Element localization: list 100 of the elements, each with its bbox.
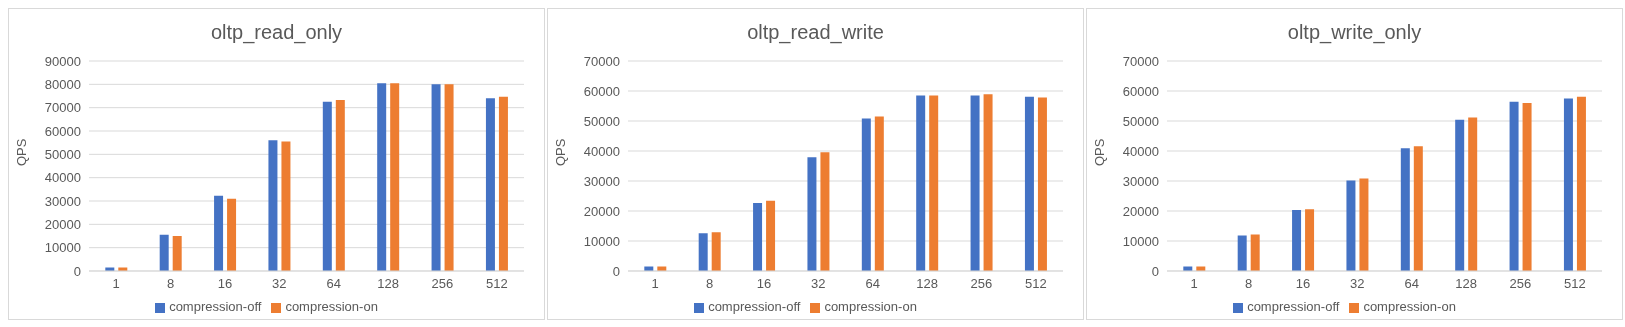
bar: [322, 101, 332, 271]
x-tick-label: 1: [651, 276, 659, 292]
bar: [970, 95, 980, 271]
x-tick-label: 256: [1509, 276, 1532, 292]
x-tick-label: 32: [1350, 276, 1365, 292]
legend-label: compression-on: [285, 299, 378, 314]
bar: [766, 200, 776, 271]
y-tick-label: 50000: [1122, 113, 1159, 129]
y-tick-label: 70000: [583, 53, 620, 69]
x-tick-label: 256: [431, 276, 454, 292]
x-tick-label: 1: [1190, 276, 1198, 292]
bar: [1509, 101, 1519, 271]
bar: [820, 152, 830, 271]
bar: [1359, 178, 1369, 271]
bar: [1455, 119, 1465, 271]
y-tick-label: 10000: [1122, 233, 1159, 249]
bar: [159, 234, 169, 271]
y-tick-label: 50000: [44, 146, 81, 162]
legend-label: compression-on: [1363, 299, 1456, 314]
y-tick-label: 50000: [583, 113, 620, 129]
y-tick-label: 0: [612, 263, 620, 279]
y-tick-label: 10000: [583, 233, 620, 249]
x-tick-label: 8: [1244, 276, 1253, 292]
y-tick-label: 20000: [44, 216, 81, 232]
bar: [214, 195, 224, 271]
bar: [444, 84, 454, 271]
legend-label: compression-on: [824, 299, 917, 314]
x-tick-label: 512: [485, 276, 508, 292]
chart-title: oltp_write_only: [1286, 20, 1423, 46]
bar: [807, 157, 817, 271]
bar: [753, 202, 763, 271]
y-tick-label: 0: [73, 263, 81, 279]
y-tick-label: 70000: [44, 100, 81, 116]
y-axis-title: QPS: [13, 138, 29, 166]
bar: [1413, 146, 1423, 271]
bar: [1346, 180, 1356, 271]
y-tick-label: 20000: [583, 203, 620, 219]
bar: [227, 198, 237, 271]
x-tick-label: 1: [112, 276, 120, 292]
y-tick-label: 60000: [44, 123, 81, 139]
bar: [431, 84, 441, 271]
x-tick-label: 16: [217, 276, 233, 292]
x-tick-label: 128: [1455, 276, 1477, 292]
x-tick-label: 32: [272, 276, 287, 292]
x-tick-label: 512: [1024, 276, 1047, 292]
y-tick-label: 30000: [1122, 173, 1159, 189]
y-tick-label: 40000: [1122, 143, 1159, 159]
x-tick-label: 256: [970, 276, 993, 292]
bar: [983, 94, 993, 271]
x-tick-label: 8: [166, 276, 175, 292]
bar: [1305, 209, 1315, 271]
chart-title: oltp_read_only: [209, 20, 344, 46]
y-tick-label: 0: [1151, 263, 1159, 279]
y-tick-label: 10000: [44, 240, 81, 256]
x-tick-label: 32: [811, 276, 826, 292]
bar: [172, 236, 182, 271]
y-tick-label: 90000: [44, 53, 81, 69]
bar: [929, 95, 939, 271]
x-tick-label: 64: [1404, 276, 1419, 292]
bar: [1237, 235, 1247, 271]
x-tick-label: 128: [377, 276, 399, 292]
x-tick-label: 8: [705, 276, 714, 292]
bar: [1024, 96, 1034, 271]
bar: [498, 96, 508, 271]
bar: [377, 83, 387, 271]
legend-label: compression-off: [169, 299, 262, 314]
y-tick-label: 80000: [44, 76, 81, 92]
y-tick-label: 30000: [44, 193, 81, 209]
bar: [1037, 97, 1047, 271]
y-tick-label: 70000: [1122, 53, 1159, 69]
chart-title: oltp_read_write: [746, 20, 885, 46]
y-tick-label: 40000: [583, 143, 620, 159]
x-tick-label: 512: [1563, 276, 1586, 292]
bar: [874, 116, 884, 271]
bar: [390, 83, 400, 271]
bar: [916, 95, 926, 271]
bar: [1563, 98, 1573, 271]
x-tick-label: 64: [326, 276, 341, 292]
x-tick-label: 16: [1295, 276, 1311, 292]
bar: [1292, 210, 1302, 271]
y-axis-title: QPS: [552, 138, 568, 166]
bar: [268, 140, 278, 271]
bar: [1522, 103, 1532, 271]
bar: [335, 99, 345, 271]
legend-label: compression-off: [1247, 299, 1340, 314]
y-tick-label: 60000: [583, 83, 620, 99]
bar: [711, 232, 721, 271]
y-tick-label: 30000: [583, 173, 620, 189]
y-tick-label: 60000: [1122, 83, 1159, 99]
bar: [698, 233, 708, 271]
bar: [861, 118, 871, 271]
bar: [1468, 117, 1478, 271]
x-tick-label: 128: [916, 276, 938, 292]
bar: [485, 98, 495, 271]
y-tick-label: 20000: [1122, 203, 1159, 219]
x-tick-label: 64: [865, 276, 880, 292]
x-tick-label: 16: [756, 276, 772, 292]
bar: [1400, 148, 1410, 271]
y-tick-label: 40000: [44, 170, 81, 186]
legend-label: compression-off: [708, 299, 801, 314]
